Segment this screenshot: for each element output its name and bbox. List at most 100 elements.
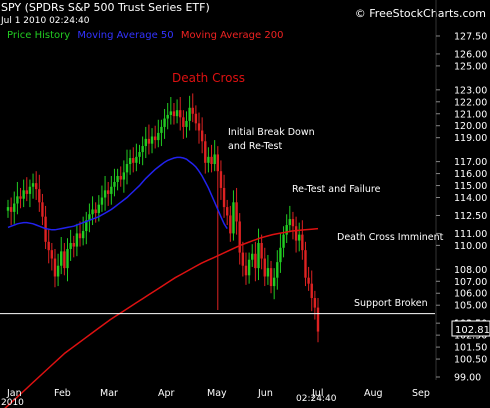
y-tick-label: 121.00	[454, 109, 487, 120]
y-tick-label: 123.00	[454, 85, 487, 96]
ma200-line	[4, 227, 319, 408]
price-candle	[125, 164, 129, 173]
price-candle	[175, 110, 179, 117]
price-candle	[166, 114, 169, 119]
price-candle	[150, 136, 154, 144]
price-candle	[294, 226, 298, 241]
price-candle	[50, 250, 54, 259]
annotation-support-broken: Support Broken	[354, 298, 428, 309]
price-candle	[191, 107, 194, 114]
price-candle	[128, 158, 132, 165]
price-candle	[188, 107, 191, 121]
price-candle	[56, 265, 60, 277]
annotation-death-cross: Death Cross	[172, 71, 245, 85]
chart-date: Jul 1 2010 02:24:40	[1, 16, 90, 26]
price-candle	[285, 225, 288, 235]
price-candle	[144, 138, 147, 147]
price-candle	[210, 156, 213, 165]
y-tick-label: 99.00	[454, 373, 481, 384]
price-candle	[301, 234, 304, 251]
price-candle	[229, 215, 232, 234]
y-tick-label: 101.50	[454, 343, 487, 354]
price-candle	[194, 113, 198, 124]
price-candle	[47, 241, 50, 251]
price-candle	[157, 132, 160, 141]
price-candle	[185, 120, 188, 127]
x-tick-label: Mar	[100, 388, 118, 399]
price-candle	[266, 268, 270, 277]
price-candle	[307, 277, 310, 284]
price-candle	[247, 259, 251, 276]
x-tick-label: Jan	[6, 388, 22, 399]
price-candle	[25, 190, 28, 194]
price-candle	[254, 253, 257, 269]
price-candle	[69, 242, 72, 249]
price-candle	[107, 190, 110, 194]
price-candle	[28, 186, 32, 194]
price-candle	[132, 158, 135, 163]
price-candle	[213, 154, 216, 165]
price-candle	[88, 214, 91, 221]
price-candle	[19, 196, 22, 199]
y-tick-label: 110.00	[454, 241, 487, 252]
price-candle	[38, 189, 41, 203]
price-candle	[225, 207, 229, 216]
price-candle	[288, 219, 292, 226]
price-candle	[235, 202, 238, 222]
bottom-left-year: 2010	[1, 398, 24, 408]
y-tick-label: 107.00	[454, 277, 487, 288]
legend-price-history: Price History	[7, 30, 71, 41]
price-candle	[310, 283, 313, 299]
price-candle	[276, 262, 279, 278]
x-tick-label: May	[207, 388, 227, 399]
price-candle	[241, 252, 245, 266]
x-tick-label: Apr	[158, 388, 175, 399]
price-candle	[269, 268, 273, 287]
price-candle	[200, 130, 204, 142]
price-candle	[103, 190, 107, 198]
price-candle	[75, 233, 79, 247]
chart-title: SPY (SPDRs S&P 500 Trust Series ETF)	[1, 1, 210, 14]
price-candle	[316, 307, 320, 332]
price-candle	[216, 154, 219, 172]
price-candle	[97, 204, 101, 214]
y-tick-label: 116.00	[454, 169, 487, 180]
price-candle	[313, 298, 317, 308]
price-candle	[6, 207, 10, 211]
price-candle	[72, 242, 75, 247]
brand-label[interactable]: © FreeStockCharts.com	[354, 7, 486, 20]
ma50-line	[7, 156, 228, 231]
price-candle	[13, 203, 16, 212]
price-candle	[197, 123, 201, 131]
price-candle	[163, 118, 166, 127]
annotation-retest: and Re-Test	[228, 141, 282, 152]
annotation-initial-breakdown: Initial Break Down	[228, 127, 315, 138]
price-candle	[179, 110, 182, 118]
price-candle	[238, 221, 241, 253]
price-candle	[94, 209, 97, 214]
price-candle	[304, 250, 307, 278]
price-candle	[282, 234, 285, 248]
price-candle	[41, 202, 44, 217]
price-candle	[153, 136, 157, 141]
price-candle	[34, 183, 38, 190]
price-candle	[232, 202, 235, 234]
price-candle	[219, 171, 223, 188]
price-candle	[222, 187, 226, 208]
y-tick-label: 125.00	[454, 61, 487, 72]
price-candle	[279, 247, 282, 263]
price-candle	[122, 172, 126, 180]
x-axis-ticks: Jan Feb Mar Apr May Jun Jul Aug Sep	[6, 388, 430, 399]
y-tick-label: 100.50	[454, 355, 487, 366]
x-tick-label: Jun	[257, 388, 273, 399]
y-tick-label: 122.00	[454, 97, 487, 108]
y-tick-label: 114.00	[454, 193, 487, 204]
price-candle	[257, 242, 260, 269]
y-tick-label: 126.00	[454, 49, 487, 60]
y-tick-label: 127.50	[454, 31, 487, 42]
price-candle	[169, 111, 173, 115]
price-candle	[263, 258, 266, 277]
price-candle	[119, 175, 122, 180]
y-tick-label: 108.00	[454, 265, 487, 276]
